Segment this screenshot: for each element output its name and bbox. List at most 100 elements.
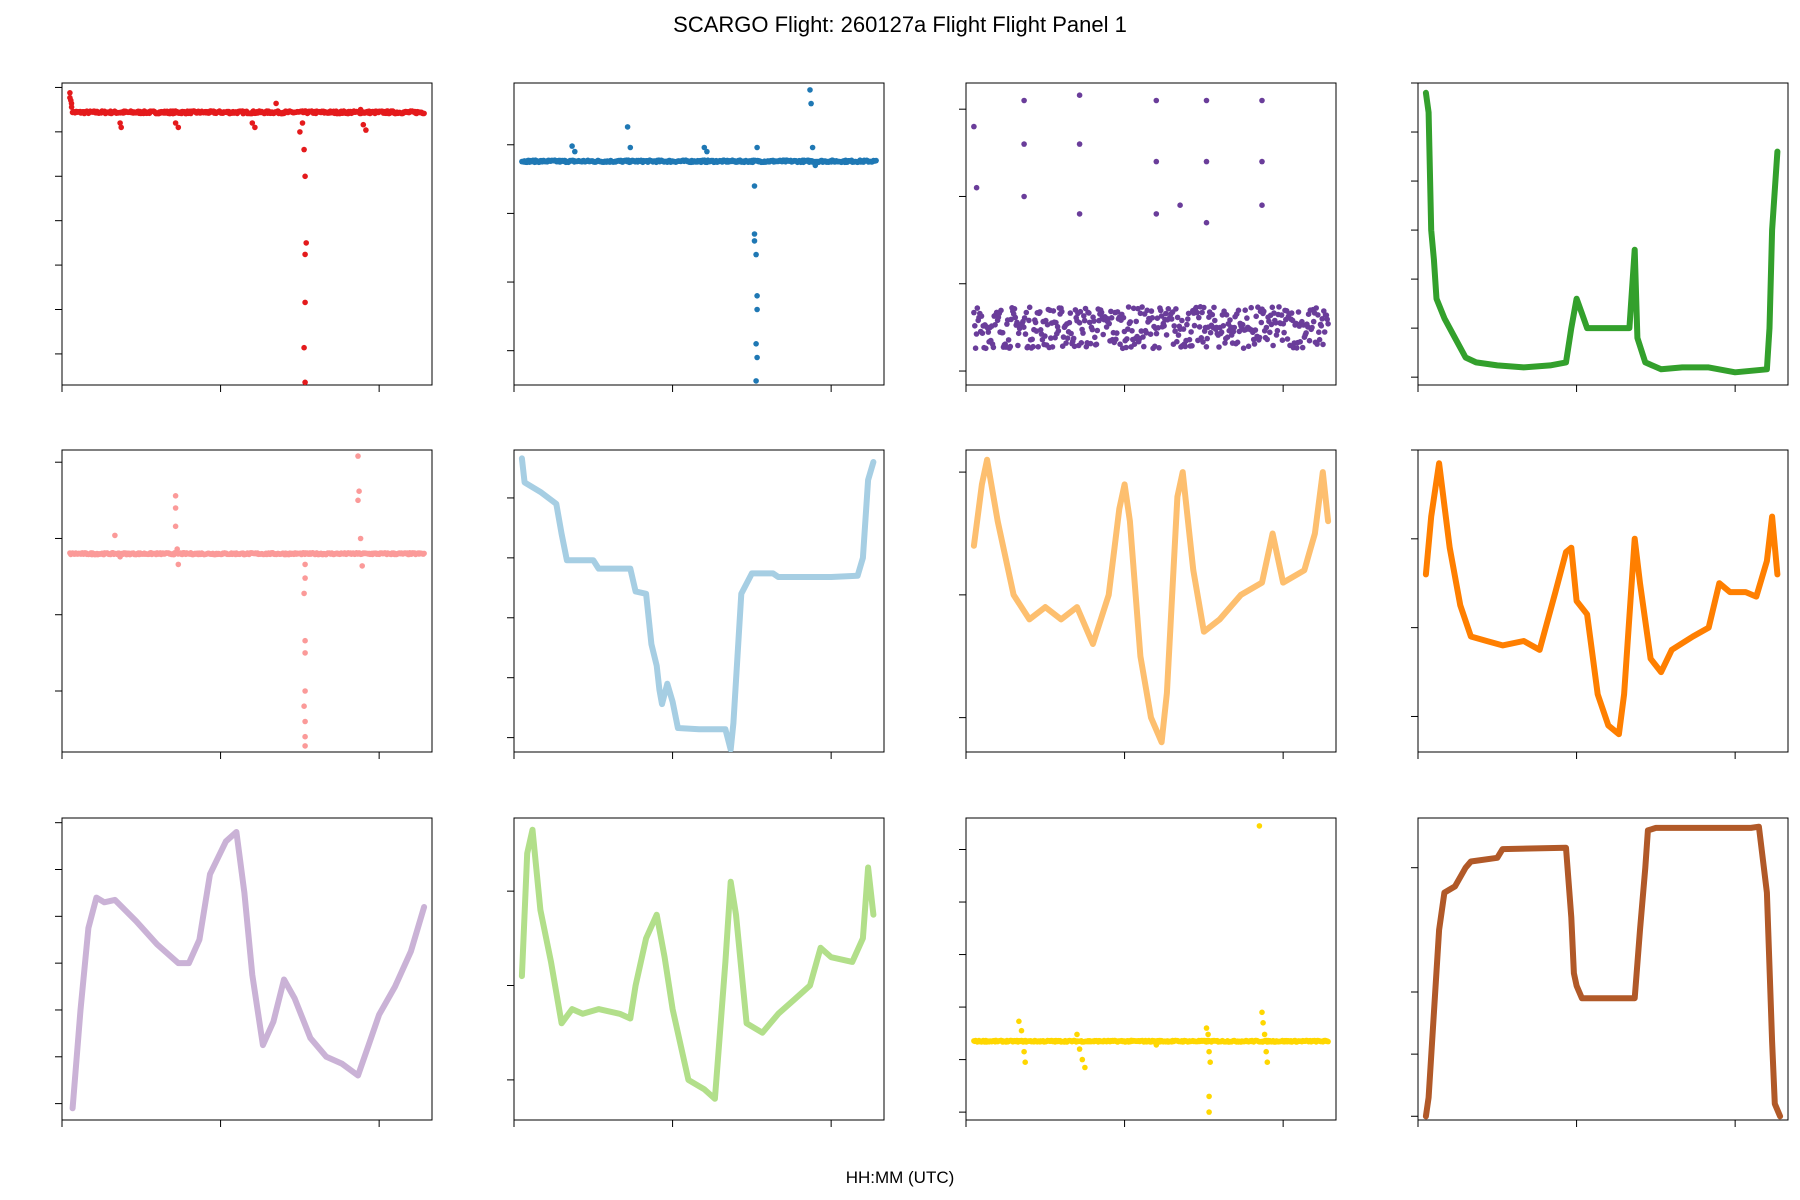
- data-point: [1268, 321, 1275, 328]
- data-point: [1078, 340, 1085, 346]
- data-point: [1186, 336, 1193, 343]
- outlier-point: [1260, 1020, 1266, 1026]
- series-cavity-temp: [970, 456, 1332, 746]
- outlier-point: [1203, 97, 1210, 104]
- data-point: [1313, 305, 1319, 311]
- data-point: [1200, 339, 1206, 345]
- data-point: [1179, 317, 1185, 324]
- outlier-point: [355, 453, 361, 459]
- outlier-point: [807, 87, 813, 93]
- outlier-point: [172, 493, 179, 499]
- series-warm-box-temp: [1422, 460, 1781, 738]
- outlier-point: [704, 148, 710, 155]
- data-point: [1032, 319, 1039, 326]
- data-point: [1171, 323, 1177, 329]
- outlier-point: [1021, 1048, 1027, 1055]
- data-point: [1066, 319, 1073, 326]
- data-point: [1227, 317, 1233, 323]
- data-point: [1054, 323, 1061, 330]
- panels-grid: [55, 82, 1789, 1127]
- data-point: [1086, 319, 1093, 326]
- outlier-point: [301, 703, 307, 709]
- outlier-point: [118, 124, 124, 131]
- outlier-point: [753, 341, 759, 347]
- outlier-point: [112, 532, 118, 539]
- series-h2o: [1422, 89, 1781, 376]
- data-point: [1157, 307, 1164, 314]
- data-point: [1194, 309, 1200, 316]
- outlier-point: [1203, 219, 1210, 226]
- data-point: [971, 309, 977, 316]
- data-point: [1256, 334, 1263, 341]
- outlier-point: [1206, 1048, 1212, 1055]
- data-point: [1005, 337, 1012, 343]
- data-point: [1314, 341, 1320, 347]
- data-point: [1037, 327, 1044, 333]
- data-point: [1284, 336, 1291, 342]
- data-point: [1163, 310, 1169, 317]
- data-point: [1174, 314, 1181, 321]
- outlier-point: [1076, 141, 1083, 147]
- series-ch4: [519, 87, 879, 384]
- data-point: [1133, 318, 1139, 325]
- data-point: [1267, 329, 1273, 336]
- data-point: [1175, 332, 1182, 338]
- outlier-point: [357, 535, 364, 542]
- data-point: [985, 329, 992, 335]
- data-point: [1182, 343, 1188, 350]
- data-point: [1161, 323, 1167, 329]
- data-point: [1324, 316, 1330, 323]
- data-point: [1035, 344, 1041, 350]
- outlier-point: [1261, 1031, 1268, 1038]
- data-point: [1201, 304, 1207, 311]
- data-point: [1155, 325, 1161, 331]
- data-point: [1033, 328, 1040, 334]
- data-point: [1098, 309, 1105, 316]
- data-point: [1252, 327, 1259, 333]
- outlier-point: [273, 100, 279, 107]
- data-point: [1235, 307, 1242, 314]
- outlier-point: [302, 718, 308, 725]
- data-point: [1139, 304, 1145, 310]
- series-co: [971, 92, 1331, 352]
- panel-ch4: [507, 82, 885, 392]
- data-point: [972, 323, 978, 329]
- data-point: [1154, 315, 1161, 322]
- data-point: [1137, 310, 1144, 317]
- outlier-point: [1264, 1059, 1271, 1065]
- outlier-point: [252, 124, 258, 131]
- data-point: [1091, 318, 1097, 324]
- data-point: [1269, 304, 1276, 311]
- outlier-point: [1021, 193, 1027, 200]
- series-das-temp: [69, 829, 428, 1112]
- data-point: [1123, 344, 1129, 351]
- data-point: [1258, 319, 1265, 326]
- data-point: [973, 331, 980, 337]
- outlier-point: [1153, 158, 1160, 165]
- data-point: [1261, 308, 1267, 315]
- data-point: [1153, 330, 1160, 337]
- data-point: [1212, 317, 1218, 324]
- data-point: [1270, 342, 1276, 349]
- data-point: [998, 307, 1004, 314]
- data-point: [1048, 335, 1054, 341]
- panel-h2o: [1411, 82, 1789, 392]
- outlier-point: [355, 497, 361, 504]
- data-point: [1011, 306, 1018, 312]
- data-point: [1198, 335, 1205, 341]
- outlier-point: [172, 505, 179, 511]
- outlier-point: [302, 743, 308, 749]
- data-point: [1012, 314, 1019, 321]
- outlier-point: [1203, 158, 1210, 165]
- data-point: [1222, 340, 1228, 346]
- outlier-point: [754, 144, 760, 151]
- data-point: [1196, 314, 1202, 321]
- outlier-point: [172, 523, 179, 530]
- series-line: [1422, 460, 1781, 738]
- panel-das-temp: [55, 817, 433, 1127]
- data-point: [1325, 321, 1331, 327]
- outlier-point: [624, 124, 631, 130]
- data-point: [1114, 309, 1121, 315]
- outlier-point: [973, 184, 980, 191]
- data-point: [1143, 330, 1150, 336]
